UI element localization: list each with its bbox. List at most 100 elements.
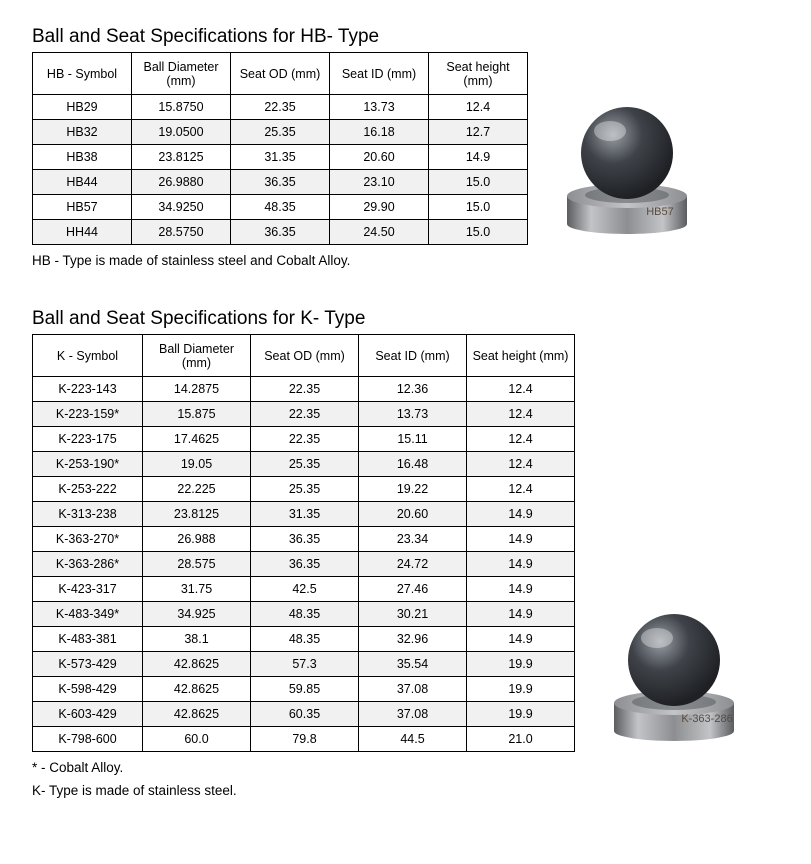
- column-header: HB - Symbol: [33, 53, 132, 95]
- column-header: Seat ID (mm): [359, 335, 467, 377]
- table-row: K-483-349*34.92548.3530.2114.9: [33, 602, 575, 627]
- table-cell: 25.35: [251, 452, 359, 477]
- table-cell: 44.5: [359, 727, 467, 752]
- table-cell: 19.0500: [132, 120, 231, 145]
- table-cell: 48.35: [231, 195, 330, 220]
- table-cell: 14.9: [467, 577, 575, 602]
- table-cell: 24.72: [359, 552, 467, 577]
- table-cell: 36.35: [251, 527, 359, 552]
- table-cell: K-483-381: [33, 627, 143, 652]
- table-row: HH4428.575036.3524.5015.0: [33, 220, 528, 245]
- table-cell: 34.925: [143, 602, 251, 627]
- svg-text:K-363-286: K-363-286: [681, 713, 732, 725]
- table-cell: 15.0: [429, 220, 528, 245]
- table-cell: 15.875: [143, 402, 251, 427]
- table-cell: 12.7: [429, 120, 528, 145]
- table-cell: 60.0: [143, 727, 251, 752]
- table-cell: 30.21: [359, 602, 467, 627]
- table-cell: 26.9880: [132, 170, 231, 195]
- column-header: Ball Diameter (mm): [143, 335, 251, 377]
- table-cell: 34.9250: [132, 195, 231, 220]
- table-cell: K-363-270*: [33, 527, 143, 552]
- table-cell: 15.8750: [132, 95, 231, 120]
- k-tbody: K-223-14314.287522.3512.3612.4K-223-159*…: [33, 377, 575, 752]
- table-cell: 16.48: [359, 452, 467, 477]
- table-cell: HB44: [33, 170, 132, 195]
- k-section: Ball and Seat Specifications for K- Type…: [32, 308, 779, 798]
- hb-section: Ball and Seat Specifications for HB- Typ…: [32, 26, 779, 268]
- hb-note: HB - Type is made of stainless steel and…: [32, 253, 779, 268]
- k-row: K - SymbolBall Diameter (mm)Seat OD (mm)…: [32, 334, 779, 752]
- table-cell: K-313-238: [33, 502, 143, 527]
- table-cell: 27.46: [359, 577, 467, 602]
- table-cell: 28.575: [143, 552, 251, 577]
- table-row: K-423-31731.7542.527.4614.9: [33, 577, 575, 602]
- table-cell: 23.10: [330, 170, 429, 195]
- hb-table: HB - SymbolBall Diameter (mm)Seat OD (mm…: [32, 52, 528, 245]
- table-cell: 13.73: [359, 402, 467, 427]
- column-header: Seat OD (mm): [251, 335, 359, 377]
- table-cell: K-363-286*: [33, 552, 143, 577]
- table-cell: 42.8625: [143, 702, 251, 727]
- table-row: HB4426.988036.3523.1015.0: [33, 170, 528, 195]
- table-cell: 17.4625: [143, 427, 251, 452]
- table-cell: 13.73: [330, 95, 429, 120]
- table-cell: K-223-143: [33, 377, 143, 402]
- table-cell: 16.18: [330, 120, 429, 145]
- table-cell: 19.22: [359, 477, 467, 502]
- table-cell: 36.35: [231, 220, 330, 245]
- k-title: Ball and Seat Specifications for K- Type: [32, 308, 779, 330]
- table-row: K-363-270*26.98836.3523.3414.9: [33, 527, 575, 552]
- table-cell: 22.35: [251, 377, 359, 402]
- table-cell: 59.85: [251, 677, 359, 702]
- table-cell: 57.3: [251, 652, 359, 677]
- table-cell: K-253-190*: [33, 452, 143, 477]
- table-cell: 22.35: [251, 427, 359, 452]
- table-cell: 32.96: [359, 627, 467, 652]
- table-cell: 22.225: [143, 477, 251, 502]
- table-row: HB5734.925048.3529.9015.0: [33, 195, 528, 220]
- column-header: Seat ID (mm): [330, 53, 429, 95]
- table-cell: 37.08: [359, 702, 467, 727]
- table-cell: 42.8625: [143, 677, 251, 702]
- table-cell: 36.35: [231, 170, 330, 195]
- table-row: K-573-42942.862557.335.5419.9: [33, 652, 575, 677]
- table-cell: 14.9: [429, 145, 528, 170]
- column-header: Seat OD (mm): [231, 53, 330, 95]
- table-cell: 38.1: [143, 627, 251, 652]
- hb-header-row: HB - SymbolBall Diameter (mm)Seat OD (mm…: [33, 53, 528, 95]
- hb-table-wrapper: HB - SymbolBall Diameter (mm)Seat OD (mm…: [32, 52, 528, 245]
- table-row: K-223-17517.462522.3515.1112.4: [33, 427, 575, 452]
- table-cell: 14.9: [467, 602, 575, 627]
- hb-illustration: HB57: [552, 91, 702, 241]
- k-table: K - SymbolBall Diameter (mm)Seat OD (mm)…: [32, 334, 575, 752]
- table-cell: 35.54: [359, 652, 467, 677]
- table-cell: 19.9: [467, 652, 575, 677]
- table-cell: 48.35: [251, 602, 359, 627]
- table-cell: 12.4: [467, 402, 575, 427]
- table-cell: 79.8: [251, 727, 359, 752]
- table-cell: K-253-222: [33, 477, 143, 502]
- k-illustration: K-363-286: [599, 598, 749, 748]
- table-cell: 14.9: [467, 552, 575, 577]
- table-cell: 31.35: [231, 145, 330, 170]
- table-row: K-603-42942.862560.3537.0819.9: [33, 702, 575, 727]
- table-row: K-313-23823.812531.3520.6014.9: [33, 502, 575, 527]
- hb-tbody: HB2915.875022.3513.7312.4HB3219.050025.3…: [33, 95, 528, 245]
- table-cell: 48.35: [251, 627, 359, 652]
- table-cell: 15.0: [429, 170, 528, 195]
- table-cell: 25.35: [231, 120, 330, 145]
- hb-title: Ball and Seat Specifications for HB- Typ…: [32, 26, 779, 48]
- table-cell: 12.4: [467, 452, 575, 477]
- table-cell: 19.9: [467, 677, 575, 702]
- table-cell: 14.9: [467, 502, 575, 527]
- table-cell: 12.4: [467, 477, 575, 502]
- table-cell: 31.35: [251, 502, 359, 527]
- table-cell: 12.36: [359, 377, 467, 402]
- k-header-row: K - SymbolBall Diameter (mm)Seat OD (mm)…: [33, 335, 575, 377]
- table-row: K-253-22222.22525.3519.2212.4: [33, 477, 575, 502]
- table-cell: 23.8125: [143, 502, 251, 527]
- table-row: HB3219.050025.3516.1812.7: [33, 120, 528, 145]
- table-cell: K-598-429: [33, 677, 143, 702]
- table-cell: 12.4: [467, 377, 575, 402]
